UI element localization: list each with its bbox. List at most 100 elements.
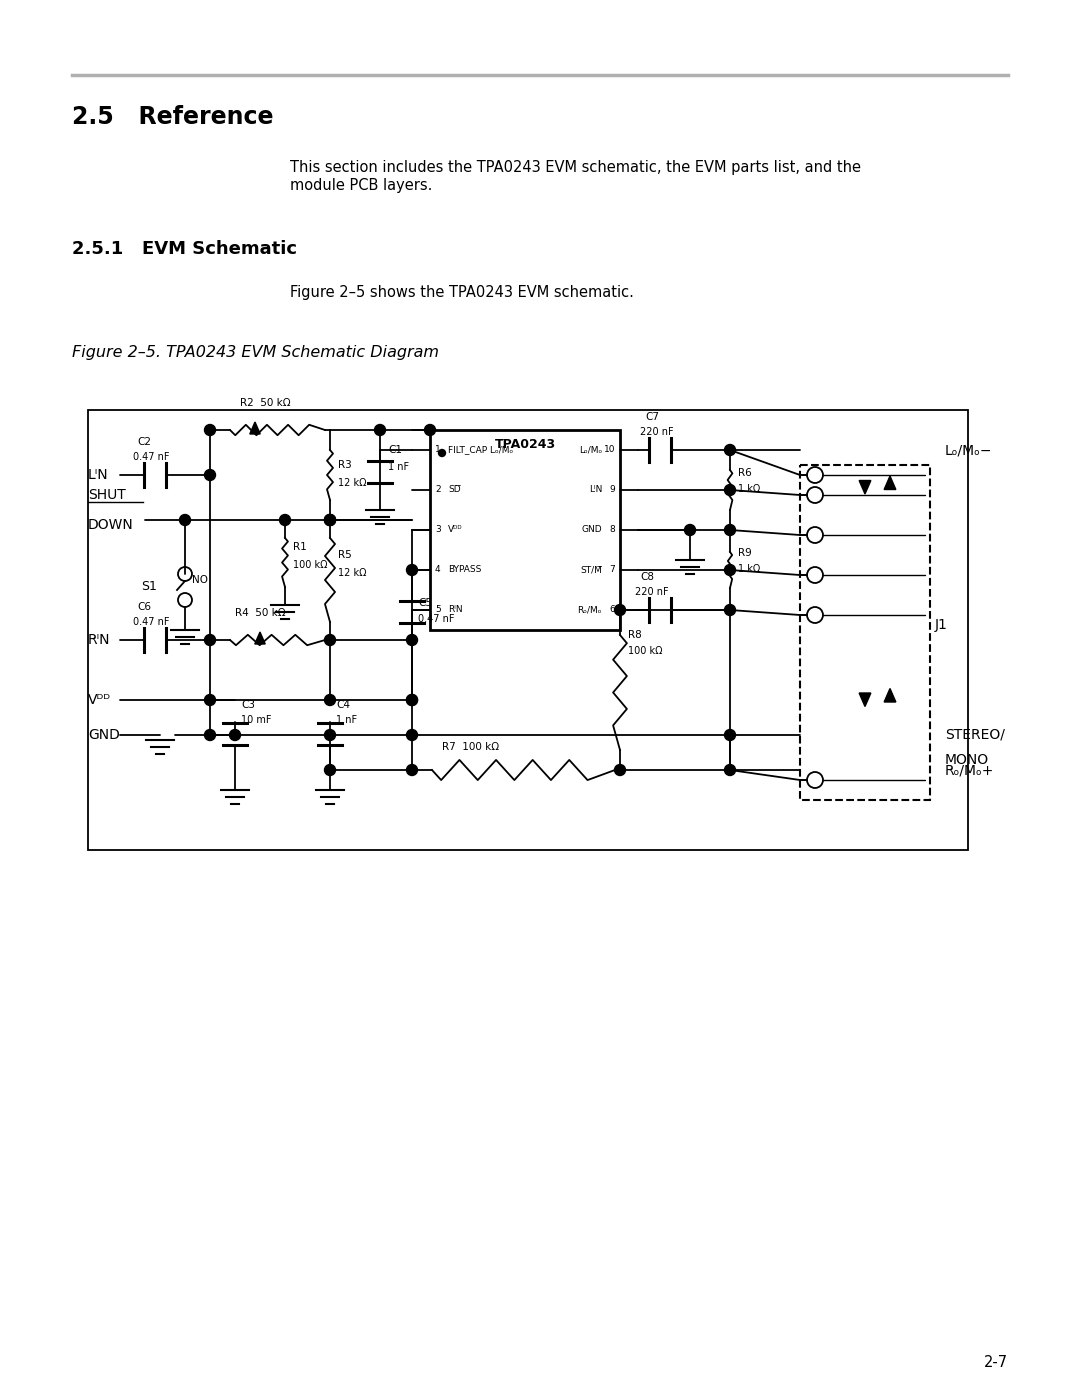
Circle shape [204,425,216,436]
Text: 2.5   Reference: 2.5 Reference [72,105,273,129]
Text: 1 nF: 1 nF [388,462,409,472]
Circle shape [406,634,418,645]
Circle shape [324,514,336,525]
Circle shape [324,514,336,525]
Text: 220 nF: 220 nF [640,427,674,437]
Text: R1: R1 [293,542,307,552]
Circle shape [324,764,336,775]
Text: ST/M̅: ST/M̅ [580,566,602,574]
Text: This section includes the TPA0243 EVM schematic, the EVM parts list, and the: This section includes the TPA0243 EVM sc… [291,161,861,175]
Text: 1: 1 [435,446,441,454]
Polygon shape [885,476,895,489]
Text: C5: C5 [418,598,432,608]
Text: STEREO/: STEREO/ [945,728,1004,742]
Bar [430,430,620,630]
Circle shape [324,514,336,525]
Text: R2  50 kΩ: R2 50 kΩ [240,398,291,408]
Text: module PCB layers.: module PCB layers. [291,177,432,193]
Text: C7: C7 [645,412,659,422]
Text: BYPASS: BYPASS [448,566,482,574]
Text: R5: R5 [338,550,352,560]
Text: 12 kΩ: 12 kΩ [338,478,366,488]
Circle shape [204,469,216,481]
Text: NO: NO [192,576,208,585]
Text: TPA0243: TPA0243 [495,439,555,451]
Text: Lₒ/Mₒ: Lₒ/Mₒ [579,446,602,454]
Text: RᴵN: RᴵN [87,633,110,647]
Text: C6: C6 [137,602,151,612]
Text: 10 mF: 10 mF [241,715,271,725]
Text: 0.47 nF: 0.47 nF [133,617,170,627]
Bar [87,409,968,849]
Circle shape [406,564,418,576]
Text: SHUT: SHUT [87,488,125,502]
Text: C3: C3 [241,700,255,710]
Text: Figure 2–5. TPA0243 EVM Schematic Diagram: Figure 2–5. TPA0243 EVM Schematic Diagra… [72,345,438,360]
Text: MONO: MONO [945,753,989,767]
Text: GND: GND [581,525,602,535]
Circle shape [424,425,435,436]
Text: 9: 9 [609,486,615,495]
Circle shape [229,729,241,740]
Circle shape [324,634,336,645]
Polygon shape [860,693,870,707]
Text: 1 kΩ: 1 kΩ [738,564,760,574]
Text: Lₒ/Mₒ−: Lₒ/Mₒ− [945,443,993,457]
Text: Rₒ/Mₒ+: Rₒ/Mₒ+ [945,763,995,777]
Circle shape [725,564,735,576]
Text: 7: 7 [609,566,615,574]
Circle shape [324,729,336,740]
Text: C1: C1 [388,446,402,455]
Text: 1 kΩ: 1 kΩ [738,483,760,495]
Circle shape [406,764,418,775]
Polygon shape [255,631,266,644]
Text: 10: 10 [604,446,615,454]
Text: C4: C4 [336,700,350,710]
Circle shape [725,485,735,496]
Circle shape [615,605,625,616]
Text: 2.5.1   EVM Schematic: 2.5.1 EVM Schematic [72,240,297,258]
Text: GND: GND [87,728,120,742]
Text: LᴵN: LᴵN [589,486,602,495]
Circle shape [725,524,735,535]
Circle shape [725,764,735,775]
Text: R4  50 kΩ: R4 50 kΩ [235,608,285,617]
Polygon shape [249,422,260,434]
Text: R7  100 kΩ: R7 100 kΩ [442,742,499,752]
Text: C8: C8 [640,571,654,583]
Text: 0.47 nF: 0.47 nF [418,615,455,624]
Text: 100 kΩ: 100 kΩ [627,645,662,657]
Text: R8: R8 [627,630,642,640]
Circle shape [685,524,696,535]
Circle shape [406,729,418,740]
Circle shape [204,729,216,740]
Circle shape [725,444,735,455]
Text: 220 nF: 220 nF [635,587,669,597]
Bar [800,465,930,800]
Text: Figure 2–5 shows the TPA0243 EVM schematic.: Figure 2–5 shows the TPA0243 EVM schemat… [291,285,634,300]
Circle shape [615,764,625,775]
Text: S1: S1 [141,581,157,594]
Text: Rₒ/Mₒ: Rₒ/Mₒ [578,605,602,615]
Text: 6: 6 [609,605,615,615]
Text: 1 nF: 1 nF [336,715,357,725]
Circle shape [725,605,735,616]
Text: Vᴰᴰ: Vᴰᴰ [87,693,111,707]
Circle shape [375,425,386,436]
Polygon shape [860,481,870,495]
Text: R3: R3 [338,460,352,469]
Circle shape [204,694,216,705]
Circle shape [280,514,291,525]
Text: 4: 4 [435,566,441,574]
Text: 3: 3 [435,525,441,535]
Text: FILT_CAP Lₒ/Mₒ: FILT_CAP Lₒ/Mₒ [448,446,513,454]
Text: C2: C2 [137,437,151,447]
Text: LᴵN: LᴵN [87,468,109,482]
Circle shape [438,450,446,457]
Circle shape [406,694,418,705]
Text: 2-7: 2-7 [984,1355,1008,1370]
Circle shape [725,729,735,740]
Text: Vᴰᴰ: Vᴰᴰ [448,525,462,535]
Circle shape [204,634,216,645]
Text: 8: 8 [609,525,615,535]
